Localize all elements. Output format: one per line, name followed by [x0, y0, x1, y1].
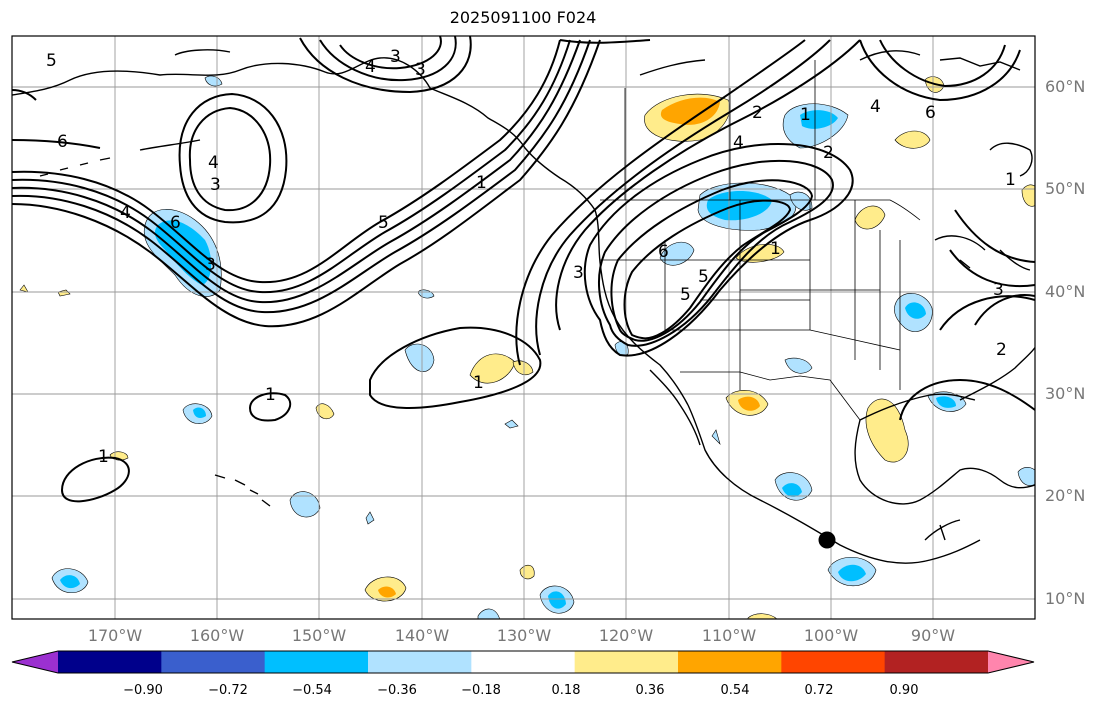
- contour-label: 1: [265, 385, 276, 405]
- colorbar-segment: [678, 651, 782, 673]
- contour-label: 6: [658, 242, 669, 262]
- contour-label: 3: [210, 175, 221, 195]
- anomaly-shading: [19, 75, 1035, 619]
- contour-label: 2: [752, 103, 763, 123]
- lat-label: 10°N: [1045, 589, 1086, 608]
- colorbar-segment: [574, 651, 679, 673]
- colorbar-segment: [471, 651, 576, 673]
- colorbar-under-triangle: [12, 651, 58, 673]
- contour-label: 6: [170, 213, 181, 233]
- contour-label: 2: [823, 143, 834, 163]
- contour-label: 2: [996, 340, 1007, 360]
- graticule: [12, 36, 1035, 619]
- colorbar-segment: [368, 651, 472, 673]
- colorbar-tick-label: 0.18: [551, 683, 581, 698]
- contour-label: 6: [57, 132, 68, 152]
- lon-label: 100°W: [803, 626, 859, 645]
- lon-label: 160°W: [189, 626, 245, 645]
- lon-label: 140°W: [394, 626, 450, 645]
- colorbar-segment: [58, 651, 162, 673]
- contour-label: 3: [415, 60, 426, 80]
- map-title: 2025091100 F024: [449, 8, 597, 27]
- colorbar-tick-label: 0.90: [889, 683, 919, 698]
- lat-label: 40°N: [1045, 282, 1086, 301]
- lon-label: 90°W: [910, 626, 956, 645]
- contour-labels: 5 3 4 3 6 4 6 5 4 3 1 5 1 1 2 4 1 6 4 3 …: [46, 47, 1016, 467]
- map-frame: [11, 35, 1036, 620]
- contour-label: 4: [208, 153, 219, 173]
- storm-center-marker: [818, 531, 836, 549]
- colorbar-tick-label: 0.72: [804, 683, 834, 698]
- colorbar-segment: [264, 651, 369, 673]
- lon-label: 110°W: [701, 626, 757, 645]
- lat-label: 20°N: [1045, 486, 1086, 505]
- contour-label: 6: [925, 103, 936, 123]
- colorbar-tick-label: 0.54: [720, 683, 750, 698]
- lon-label: 120°W: [598, 626, 654, 645]
- contour-label: 3: [993, 280, 1004, 300]
- lon-label: 170°W: [87, 626, 143, 645]
- contour-label: 4: [120, 203, 131, 223]
- colorbar-tick-label: −0.36: [377, 683, 417, 698]
- colorbar-segment: [781, 651, 886, 673]
- contour-label: 3: [390, 47, 401, 67]
- contour-label: 1: [473, 373, 484, 393]
- lon-label: 150°W: [291, 626, 347, 645]
- contour-label: 4: [365, 57, 376, 77]
- contour-label: 1: [770, 239, 781, 259]
- contour-label: 1: [800, 105, 811, 125]
- contour-label: 3: [573, 263, 584, 283]
- colorbar-segment: [161, 651, 266, 673]
- colorbar-tick-label: −0.90: [123, 683, 163, 698]
- contour-label: 1: [476, 173, 487, 193]
- contour-label: 3: [205, 255, 216, 275]
- lat-label: 50°N: [1045, 179, 1086, 198]
- colorbar: [11, 650, 1035, 674]
- contour-label: 5: [680, 285, 691, 305]
- contour-label: 4: [733, 133, 744, 153]
- contours: [12, 36, 1035, 503]
- contour-label: 1: [98, 447, 109, 467]
- colorbar-over-triangle: [988, 651, 1034, 673]
- contour-label: 5: [46, 51, 57, 71]
- colorbar-tick-label: −0.72: [208, 683, 248, 698]
- contour-label: 5: [698, 267, 709, 287]
- lon-label: 130°W: [496, 626, 552, 645]
- colorbar-tick-label: −0.54: [292, 683, 332, 698]
- contour-label: 4: [870, 97, 881, 117]
- contour-label: 5: [378, 213, 389, 233]
- colorbar-tick-label: −0.18: [461, 683, 501, 698]
- contour-label: 1: [1005, 170, 1016, 190]
- colorbar-tick-label: 0.36: [635, 683, 665, 698]
- lat-label: 30°N: [1045, 384, 1086, 403]
- colorbar-segment: [884, 651, 989, 673]
- political-borders: [600, 60, 921, 421]
- lat-label: 60°N: [1045, 77, 1086, 96]
